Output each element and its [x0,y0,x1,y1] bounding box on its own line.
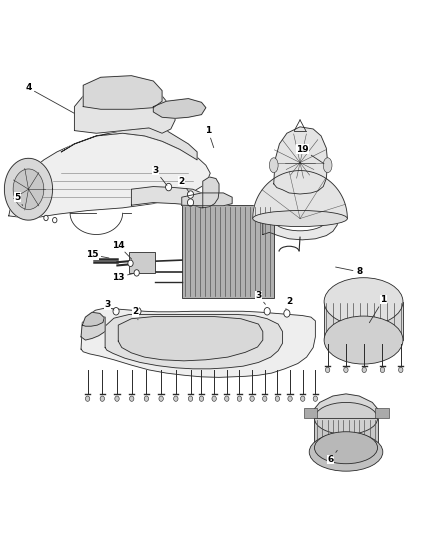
Text: 3: 3 [255,292,265,304]
Polygon shape [203,177,219,208]
Circle shape [325,367,330,373]
Circle shape [166,183,172,191]
Polygon shape [61,128,197,160]
Bar [304,408,317,418]
Text: 3: 3 [104,301,114,310]
Bar [314,418,378,448]
Bar [324,302,403,340]
Polygon shape [311,394,381,418]
Text: 14: 14 [112,241,132,259]
Text: 5: 5 [14,193,23,206]
Bar [375,408,389,418]
Text: 4: 4 [25,84,74,113]
Polygon shape [82,312,104,326]
Ellipse shape [323,158,332,173]
Circle shape [128,260,133,266]
Text: 6: 6 [328,450,337,464]
Bar [129,252,155,273]
Polygon shape [153,99,206,118]
Text: 2: 2 [179,177,189,192]
Text: 3: 3 [152,166,167,185]
Circle shape [199,396,204,401]
Polygon shape [118,317,263,361]
Ellipse shape [309,433,383,471]
Polygon shape [13,169,44,209]
Polygon shape [182,193,232,206]
Circle shape [362,367,366,373]
Circle shape [44,215,48,221]
Circle shape [262,396,267,401]
Circle shape [187,191,194,198]
Ellipse shape [314,402,378,434]
Circle shape [85,396,90,401]
Ellipse shape [314,432,378,464]
Circle shape [313,396,318,401]
Polygon shape [263,197,337,240]
Text: 13: 13 [112,273,133,281]
Circle shape [237,396,242,401]
Polygon shape [9,133,210,219]
Ellipse shape [269,158,278,173]
Text: 15: 15 [86,251,109,259]
Polygon shape [81,308,315,377]
Polygon shape [253,171,347,219]
Text: 2: 2 [286,297,292,309]
Polygon shape [105,314,283,369]
Circle shape [284,310,290,317]
Circle shape [100,396,105,401]
Circle shape [250,396,254,401]
Circle shape [275,396,279,401]
Ellipse shape [324,316,403,364]
Polygon shape [74,83,175,133]
Circle shape [188,396,193,401]
Ellipse shape [274,209,326,231]
Circle shape [113,308,119,315]
Polygon shape [274,127,328,194]
Circle shape [264,308,270,315]
Circle shape [115,396,119,401]
Text: 8: 8 [336,267,362,276]
Polygon shape [131,187,210,208]
Text: 1: 1 [369,295,386,323]
Circle shape [300,396,305,401]
Circle shape [130,396,134,401]
Circle shape [135,308,141,315]
Circle shape [212,396,216,401]
Circle shape [344,367,348,373]
FancyArrowPatch shape [254,216,260,219]
Ellipse shape [324,278,403,326]
Ellipse shape [253,211,347,227]
Polygon shape [83,76,162,109]
Circle shape [53,217,57,223]
Circle shape [380,367,385,373]
Text: 1: 1 [205,126,214,148]
FancyArrowPatch shape [340,216,346,219]
Circle shape [159,396,163,401]
Polygon shape [81,316,105,340]
Circle shape [399,367,403,373]
Circle shape [225,396,229,401]
Circle shape [173,396,178,401]
Bar [182,205,274,298]
Text: 2: 2 [133,308,139,320]
Circle shape [187,199,194,206]
Circle shape [288,396,292,401]
Text: 19: 19 [296,145,324,164]
Circle shape [144,396,148,401]
Polygon shape [4,158,53,220]
Circle shape [134,270,139,276]
